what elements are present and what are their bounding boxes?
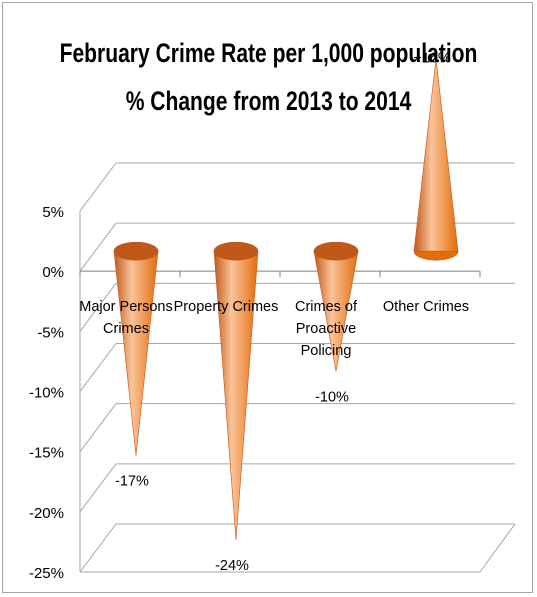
cone-body xyxy=(413,58,459,252)
category-label: Other Crimes xyxy=(383,299,469,315)
category-label: Crimes of Proactive Policing xyxy=(295,299,358,359)
category-label: Major Persons Crimes xyxy=(79,299,172,337)
gridline-diagonal xyxy=(79,162,117,212)
gridline-diagonal xyxy=(79,523,117,573)
y-tick-label: -15% xyxy=(29,445,64,462)
chart-title-line-2: % Change from 2013 to 2014 xyxy=(125,86,412,116)
data-label: -24% xyxy=(215,558,249,574)
data-label: -17% xyxy=(115,474,149,490)
cone-body xyxy=(213,250,259,540)
floor-right-edge xyxy=(479,523,516,573)
gridline-diagonal xyxy=(79,403,117,452)
cone-bar xyxy=(213,241,259,540)
y-tick-label: 5% xyxy=(42,204,64,221)
cone-base xyxy=(113,241,159,261)
chart-border xyxy=(2,2,533,593)
cone-base xyxy=(213,241,259,261)
y-tick-label: -20% xyxy=(29,505,64,522)
cone-body xyxy=(113,250,159,456)
data-label: -10% xyxy=(315,390,349,406)
data-label: +16% xyxy=(413,51,451,67)
gridline-diagonal xyxy=(79,463,117,513)
y-tick-label: -5% xyxy=(37,324,64,341)
gridline-diagonal xyxy=(79,343,117,392)
gridline-diagonal xyxy=(79,283,117,332)
chart-title-line-1: February Crime Rate per 1,000 population xyxy=(59,38,478,68)
cone-base xyxy=(313,241,359,261)
y-tick-label: -25% xyxy=(29,565,64,582)
gridline-diagonal xyxy=(79,222,117,272)
data-labels: -17% -24% -10% +16% xyxy=(115,51,451,574)
cone-bar xyxy=(113,241,159,456)
y-tick-label: 0% xyxy=(42,264,64,281)
cone-bar xyxy=(413,58,459,261)
y-tick-label: -10% xyxy=(29,385,64,402)
category-label: Property Crimes xyxy=(174,299,279,315)
cones xyxy=(113,58,459,540)
cone-bar xyxy=(313,241,359,372)
y-axis-ticks: 5% 0% -5% -10% -15% -20% -25% xyxy=(29,204,64,582)
